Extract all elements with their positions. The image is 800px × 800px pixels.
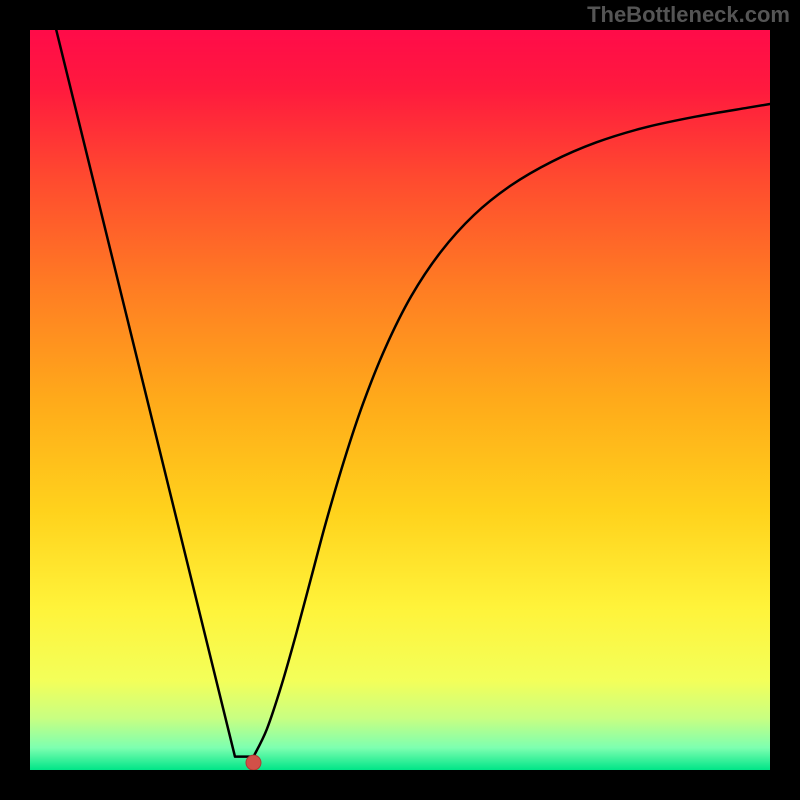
optimum-marker	[246, 755, 261, 770]
bottleneck-chart: TheBottleneck.com	[0, 0, 800, 800]
chart-svg	[0, 0, 800, 800]
gradient-background	[30, 30, 770, 770]
watermark-text: TheBottleneck.com	[587, 2, 790, 28]
